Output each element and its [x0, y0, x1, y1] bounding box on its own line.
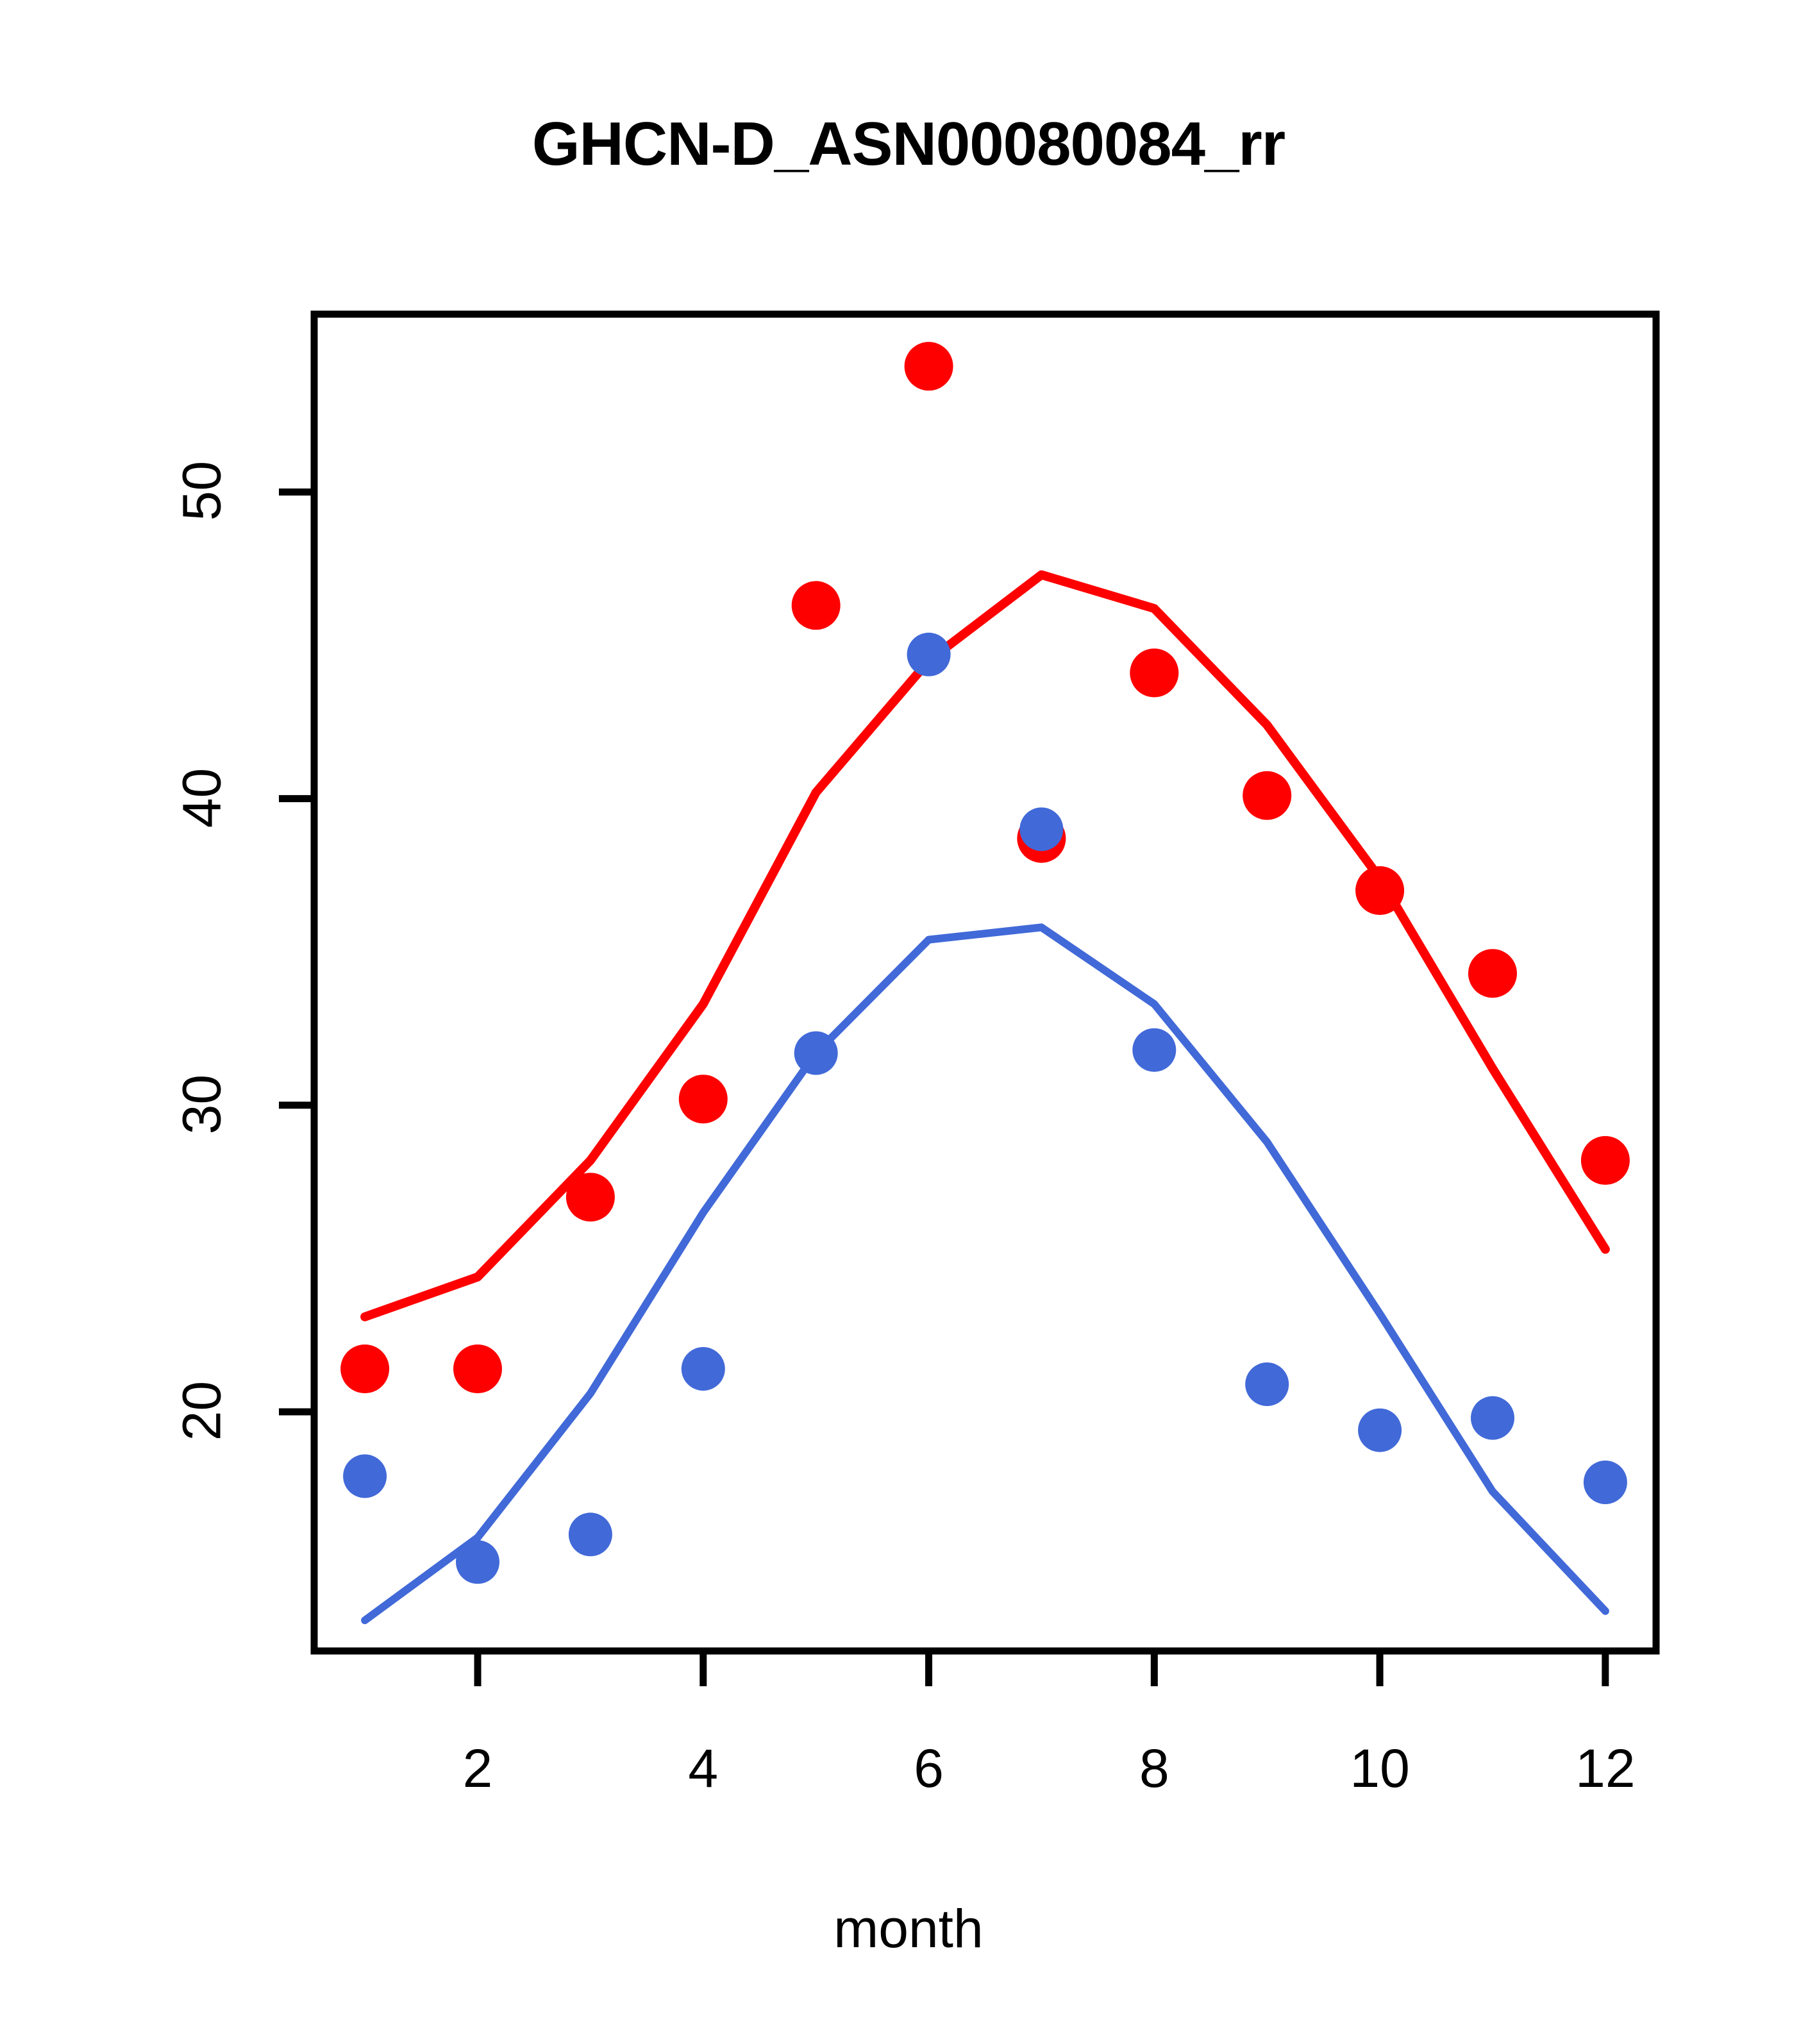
data-point — [340, 1345, 390, 1393]
data-point — [1471, 1396, 1514, 1440]
plot-frame — [310, 310, 1660, 1655]
y-tick-label: 30 — [171, 1074, 232, 1134]
data-point — [681, 1347, 725, 1391]
data-point — [1132, 1028, 1176, 1072]
x-tick-label: 12 — [1575, 1738, 1636, 1798]
x-axis-title: month — [833, 1898, 984, 1959]
y-tick-label: 40 — [171, 767, 232, 828]
x-tick-label: 2 — [462, 1738, 493, 1798]
y-tick-label: 50 — [171, 461, 232, 521]
data-point — [568, 1512, 612, 1557]
data-point — [343, 1454, 387, 1498]
data-point — [565, 1173, 615, 1222]
data-point — [1130, 648, 1179, 698]
data-point — [453, 1345, 502, 1393]
data-point — [1019, 807, 1064, 851]
data-point — [1580, 1135, 1630, 1185]
data-point — [907, 632, 951, 676]
data-point — [678, 1075, 728, 1124]
data-point — [1355, 866, 1405, 915]
page-title: GHCN-D_ASN00080084_rr — [532, 110, 1285, 178]
y-tick-label: 20 — [171, 1380, 232, 1441]
series-points — [340, 342, 1630, 1584]
x-tick-label: 10 — [1350, 1738, 1410, 1798]
series-lines — [360, 570, 1610, 1625]
data-point — [1245, 1362, 1289, 1406]
data-point — [794, 1031, 838, 1075]
plot-box-border — [310, 310, 1660, 1655]
data-point — [1468, 949, 1517, 998]
x-axis-ticks — [474, 1651, 1609, 1686]
data-point — [1583, 1461, 1627, 1504]
data-point — [904, 342, 953, 391]
series-line-red-line — [360, 570, 1610, 1321]
y-axis-ticks — [279, 488, 314, 1416]
x-tick-label: 4 — [688, 1738, 719, 1798]
data-point — [791, 581, 841, 630]
data-point — [456, 1540, 499, 1584]
series-line-blue-line — [361, 923, 1609, 1625]
data-point — [1243, 771, 1292, 820]
x-tick-label: 8 — [1139, 1738, 1169, 1798]
data-point — [1358, 1408, 1402, 1452]
x-tick-label: 6 — [914, 1738, 944, 1798]
